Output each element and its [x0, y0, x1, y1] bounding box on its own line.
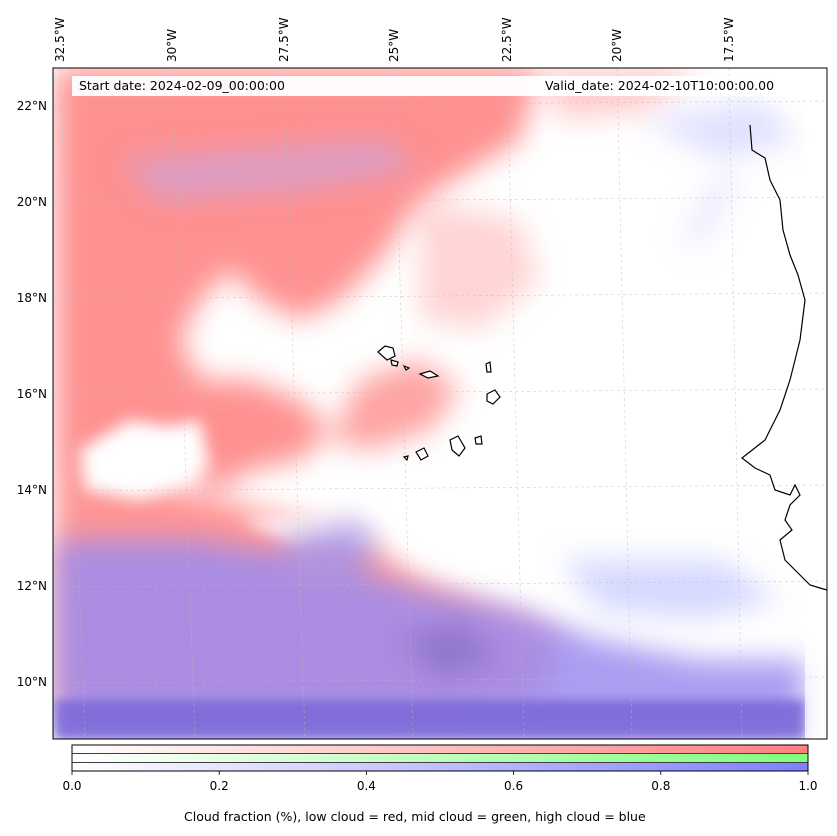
info-box	[72, 76, 808, 96]
colorbar-tick-label: 0.6	[504, 779, 524, 793]
colorbar-tick-label: 0.2	[209, 779, 229, 793]
latitude-label: 22°N	[16, 99, 47, 113]
latitude-label: 10°N	[16, 675, 47, 689]
colorbar-label: Cloud fraction (%), low cloud = red, mid…	[184, 809, 646, 824]
colorbar-tick-label: 1.0	[798, 779, 818, 793]
longitude-label: 25°W	[387, 28, 401, 62]
colorbar-tick-label: 0.4	[356, 779, 376, 793]
meridian-gridline	[59, 68, 86, 739]
valid-date: Valid_date: 2024-02-10T10:00:00.00	[545, 78, 775, 93]
longitude-label: 22.5°W	[500, 17, 514, 62]
longitude-label: 30°W	[165, 28, 179, 62]
latitude-label: 20°N	[16, 195, 47, 209]
coastline	[741, 124, 827, 591]
cape-verde-islands	[377, 345, 501, 462]
start-date: Start date: 2024-02-09_00:00:00	[79, 78, 285, 93]
cloud-field	[53, 68, 827, 739]
longitude-label: 17.5°W	[722, 17, 736, 62]
latitude-label: 18°N	[16, 291, 47, 305]
latitude-label: 16°N	[16, 387, 47, 401]
colorbar	[71, 744, 809, 775]
map-frame	[52, 67, 828, 740]
longitude-label: 27.5°W	[277, 17, 291, 62]
colorbar-tick-label: 0.8	[651, 779, 671, 793]
longitude-label: 32.5°W	[53, 17, 67, 62]
latitude-label: 14°N	[16, 483, 47, 497]
gridlines	[53, 68, 827, 739]
meridian-gridline	[506, 68, 525, 739]
meridian-gridline	[171, 68, 196, 739]
meridian-gridline	[283, 68, 306, 739]
meridian-gridline	[728, 68, 743, 739]
longitude-label: 20°W	[610, 28, 624, 62]
meridian-gridline	[393, 68, 414, 739]
latitude-label: 12°N	[16, 579, 47, 593]
meridian-gridline	[616, 68, 633, 739]
colorbar-tick-label: 0.0	[62, 779, 82, 793]
